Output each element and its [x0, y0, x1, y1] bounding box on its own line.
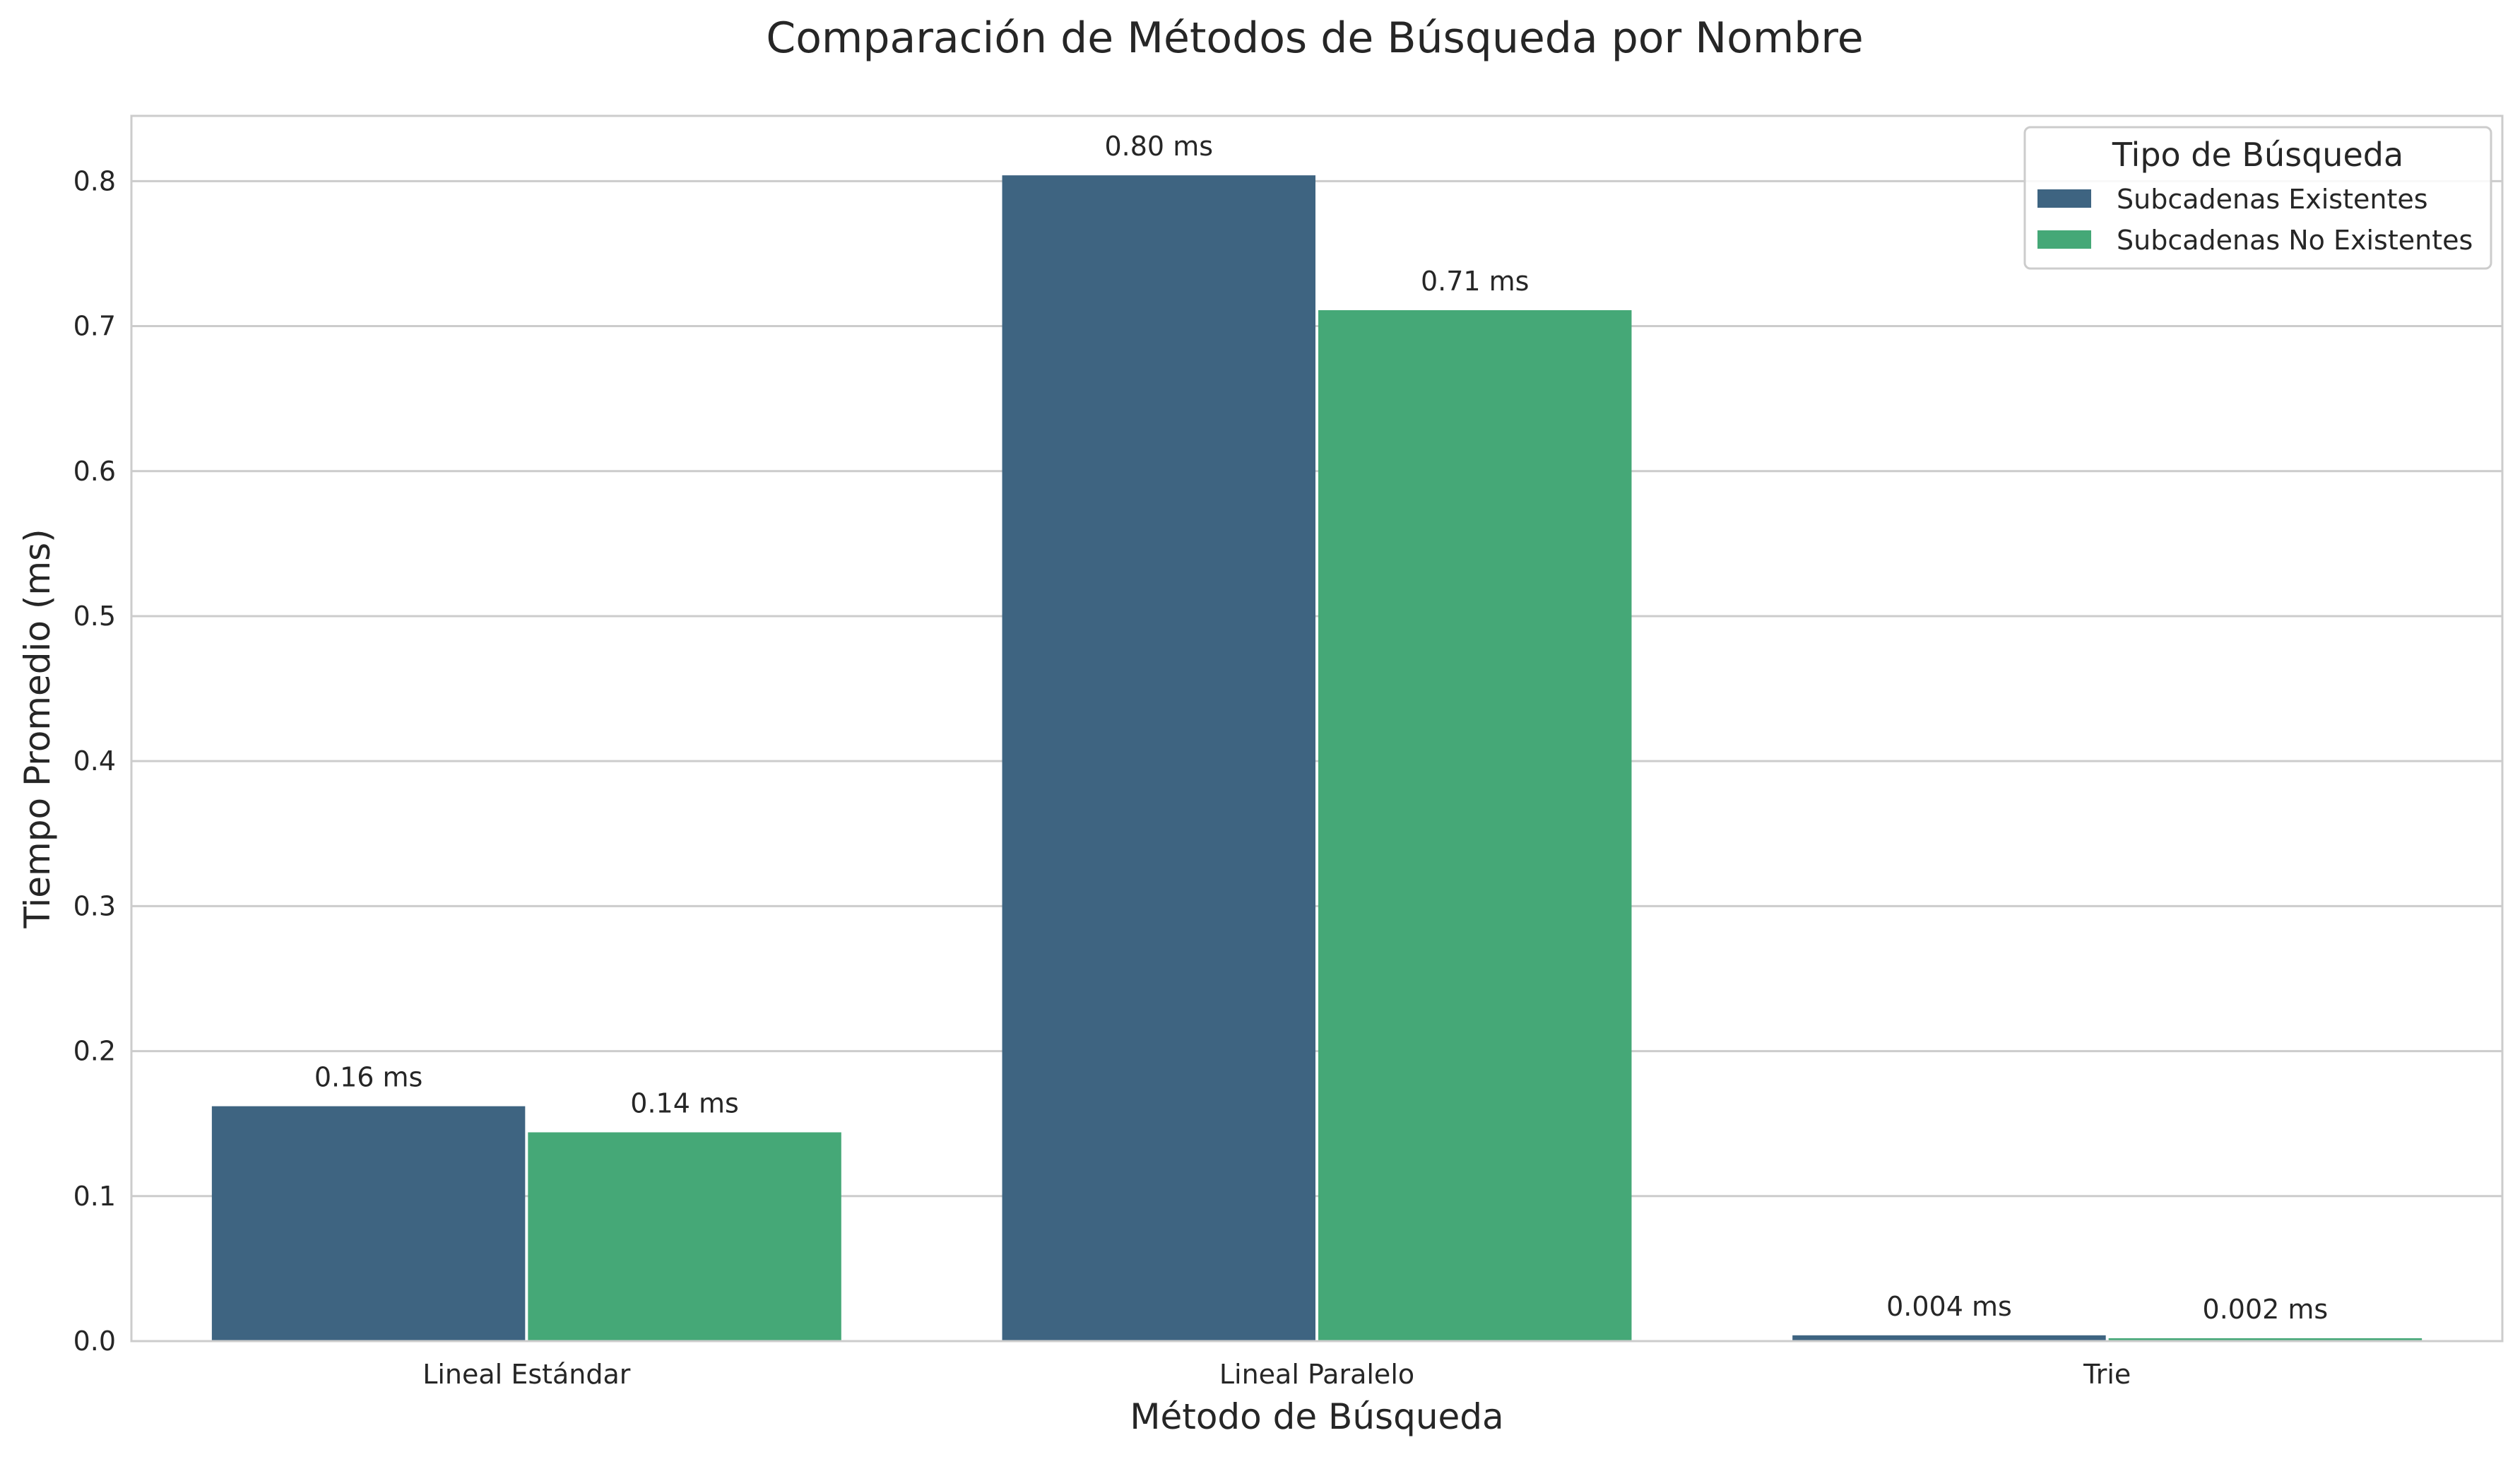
legend: Tipo de Búsqueda Subcadenas Existentes S… — [2023, 126, 2492, 270]
y-tick-label-1: 0.1 — [73, 1181, 116, 1212]
legend-entry-series-1: Subcadenas No Existentes — [2117, 225, 2473, 256]
y-tick-label-6: 0.6 — [73, 456, 116, 487]
bar-series-1-cat-1 — [1318, 309, 1632, 1341]
bar-series-0-cat-0 — [211, 1106, 526, 1341]
data-label-series-1-cat-0: 0.14 ms — [630, 1088, 739, 1119]
legend-swatch-series-1 — [2037, 230, 2091, 249]
legend-title: Tipo de Búsqueda — [2112, 136, 2403, 174]
y-tick-label-7: 0.7 — [73, 311, 116, 342]
x-tick-label-2: Trie — [2083, 1359, 2131, 1390]
x-axis-label: Método de Búsqueda — [1130, 1396, 1503, 1437]
y-tick-label-2: 0.2 — [73, 1036, 116, 1067]
data-label-series-0-cat-2: 0.004 ms — [1886, 1291, 2012, 1322]
y-axis-ticks: 0.0 0.1 0.2 0.3 0.4 0.5 0.6 0.7 0.8 — [73, 165, 116, 1357]
y-tick-label-3: 0.3 — [73, 890, 116, 921]
y-tick-label-0: 0.0 — [73, 1326, 116, 1357]
bar-series-1-cat-0 — [528, 1132, 841, 1341]
y-tick-label-5: 0.5 — [73, 601, 116, 632]
bar-series-0-cat-2 — [1792, 1335, 2106, 1341]
gridlines — [131, 179, 2502, 1343]
data-label-series-1-cat-2: 0.002 ms — [2203, 1294, 2329, 1325]
bar-series-1-cat-2 — [2108, 1338, 2423, 1341]
y-tick-label-4: 0.4 — [73, 745, 116, 777]
data-label-series-0-cat-1: 0.80 ms — [1105, 131, 1214, 162]
y-tick-label-8: 0.8 — [73, 165, 116, 196]
data-label-series-1-cat-1: 0.71 ms — [1421, 266, 1530, 297]
legend-swatch-series-0 — [2037, 189, 2091, 208]
bar-series-0-cat-1 — [1002, 175, 1315, 1342]
legend-box — [2023, 126, 2492, 270]
plot-area — [131, 116, 2502, 1341]
x-tick-label-1: Lineal Paralelo — [1219, 1359, 1414, 1390]
data-label-series-0-cat-0: 0.16 ms — [314, 1062, 423, 1093]
plot-frame — [130, 114, 2504, 1343]
y-axis-label: Tiempo Promedio (ms) — [17, 529, 58, 928]
x-axis-ticks: Lineal Estándar Lineal Paralelo Trie — [422, 1359, 2131, 1390]
bars — [211, 175, 2423, 1342]
chart-title: Comparación de Métodos de Búsqueda por N… — [766, 13, 1863, 63]
x-tick-label-0: Lineal Estándar — [422, 1359, 631, 1390]
legend-entry-series-0: Subcadenas Existentes — [2117, 184, 2428, 215]
data-labels: 0.16 ms 0.14 ms 0.80 ms 0.71 ms 0.004 ms 0.00… — [314, 131, 2328, 1325]
